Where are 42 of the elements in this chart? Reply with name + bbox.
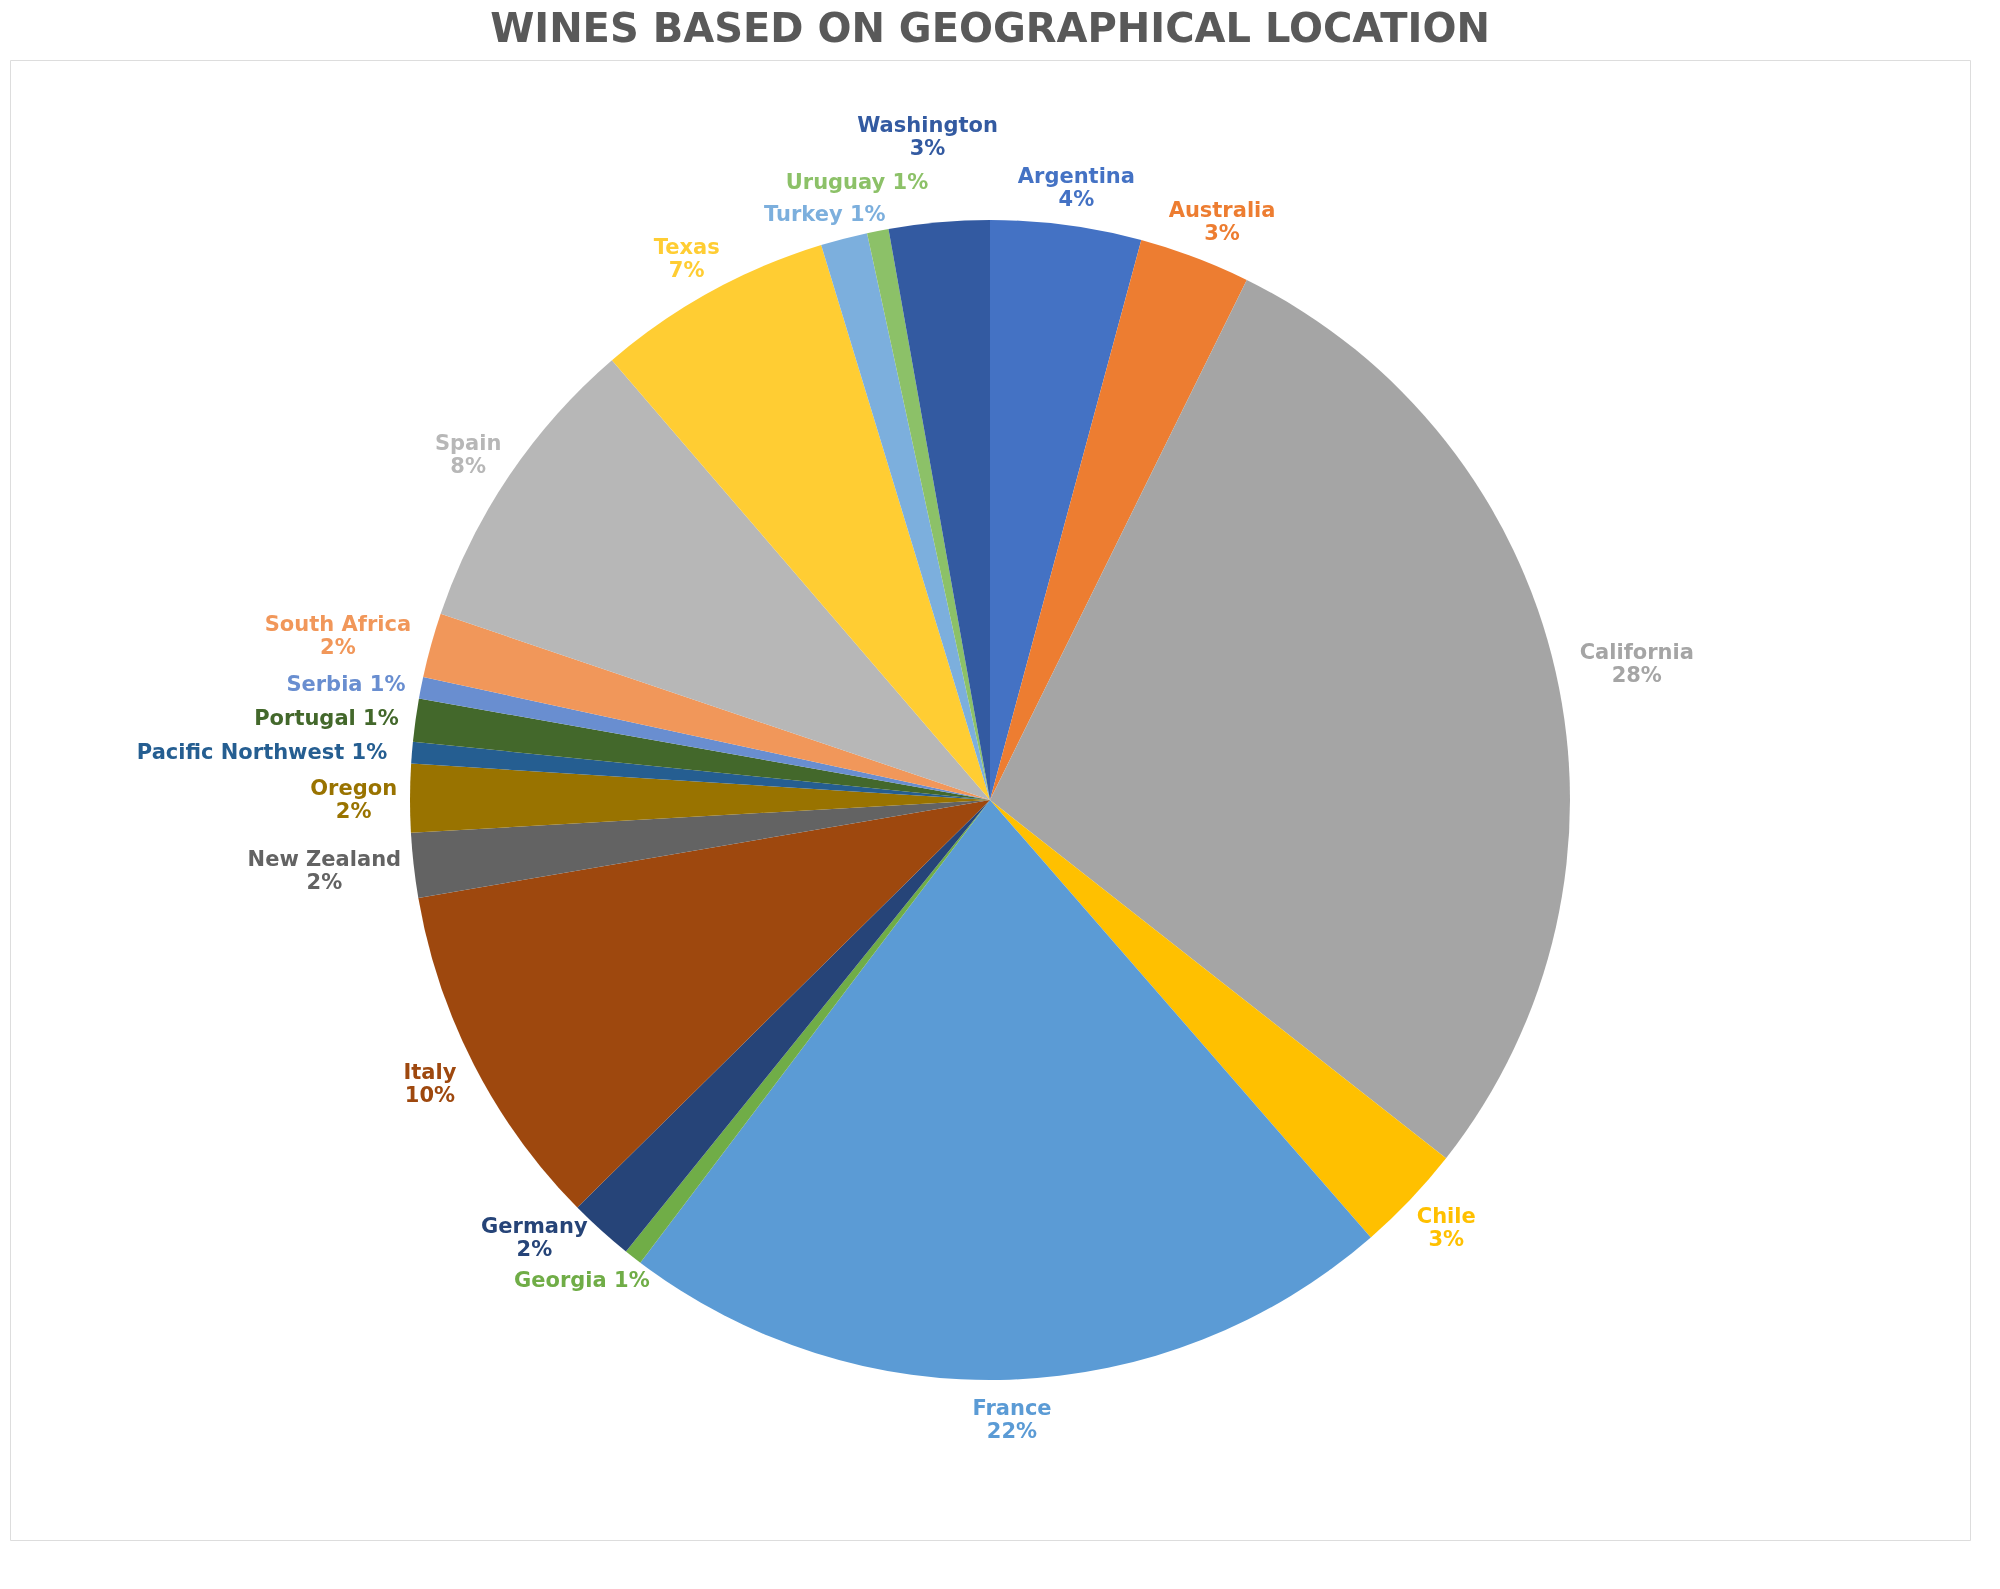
- data-label: 3%: [909, 135, 946, 160]
- slice-label: Turkey 1%: [763, 202, 886, 226]
- pie-slice: [990, 220, 1142, 800]
- slice-label: Washington: [857, 112, 998, 137]
- slice-label: Chile: [1416, 1204, 1476, 1229]
- data-label: 3%: [1428, 1227, 1465, 1252]
- slice-label: Germany: [481, 1214, 588, 1239]
- pie-slice: [867, 228, 990, 800]
- pie-slice: [412, 698, 990, 800]
- data-label: 10%: [404, 1083, 456, 1108]
- slice-label: Oregon: [310, 775, 398, 800]
- data-label: 4%: [1058, 186, 1095, 211]
- slice-label: California: [1579, 640, 1694, 665]
- data-label: 2%: [516, 1237, 553, 1262]
- data-label: 28%: [1611, 663, 1662, 688]
- slice-label: South Africa: [264, 612, 412, 637]
- slice-label: Texas: [653, 234, 720, 259]
- slice-label: New Zealand: [247, 847, 402, 872]
- slice-label: Spain: [434, 431, 502, 456]
- pie-slice: [888, 220, 990, 800]
- slice-label: Pacific Northwest 1%: [136, 739, 388, 764]
- slice-label: Serbia 1%: [286, 672, 406, 697]
- slice-label: France: [972, 1396, 1052, 1421]
- data-label: 2%: [306, 870, 343, 895]
- pie-slice: [418, 677, 990, 800]
- slice-label: Argentina: [1017, 163, 1135, 188]
- pie-slice: [990, 279, 1570, 1159]
- data-label: 3%: [1204, 221, 1240, 246]
- data-label: 2%: [320, 635, 356, 660]
- slice-label: Australia: [1168, 198, 1276, 223]
- data-label: 7%: [668, 257, 705, 282]
- pie-slice: [423, 613, 990, 800]
- slice-label: Uruguay 1%: [785, 170, 929, 195]
- data-label: 22%: [986, 1419, 1038, 1444]
- slice-label: Italy: [403, 1060, 457, 1085]
- slice-label: Portugal 1%: [254, 705, 399, 730]
- data-label: 8%: [450, 454, 486, 479]
- slice-label: Georgia 1%: [514, 1268, 650, 1293]
- data-label: 2%: [335, 798, 372, 823]
- chart-title: WINES BASED ON GEOGRAPHICAL LOCATION: [490, 5, 1490, 51]
- pie-slice: [410, 800, 990, 898]
- pie-slice: [990, 240, 1247, 800]
